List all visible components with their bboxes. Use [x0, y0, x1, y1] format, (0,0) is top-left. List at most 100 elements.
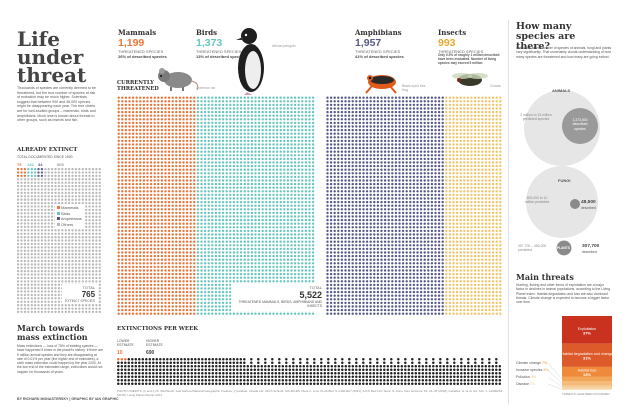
threatened-dot	[365, 208, 369, 211]
threatened-dot	[243, 175, 246, 179]
threatened-dot	[182, 251, 185, 254]
threatened-dot	[340, 308, 344, 312]
threatened-dot	[189, 193, 192, 197]
threatened-dot	[232, 272, 236, 276]
threatened-dot	[290, 168, 293, 171]
threatened-dot	[340, 186, 344, 189]
threatened-dot	[221, 287, 225, 290]
threatened-dot	[329, 280, 333, 283]
threatened-dot	[373, 265, 376, 269]
threatened-dot	[290, 218, 293, 222]
threatened-dot	[355, 200, 358, 204]
threatened-dot	[365, 262, 369, 265]
threatened-dot	[340, 222, 344, 225]
threatened-dot	[387, 161, 390, 164]
threatened-dot	[272, 236, 275, 240]
threatened-dot	[340, 283, 344, 287]
threatened-dot	[164, 125, 167, 128]
threatened-dot	[412, 298, 416, 301]
threatened-dot	[376, 208, 380, 211]
threatened-dot	[160, 96, 164, 99]
threatened-dot	[265, 208, 268, 211]
threatened-dot	[358, 218, 362, 222]
threatened-dot	[272, 107, 275, 110]
threatened-dot	[391, 100, 394, 103]
threatened-dot	[167, 301, 171, 305]
threatened-dot	[185, 157, 189, 161]
threatened-dot	[383, 132, 387, 135]
threatened-dot	[340, 218, 344, 222]
threatened-dot	[128, 190, 131, 193]
intro-text: Thousands of species are currently deeme…	[17, 86, 96, 123]
threatened-dot	[326, 305, 329, 308]
threatened-dot	[182, 211, 185, 215]
threatened-dot	[387, 226, 390, 229]
threatened-dot	[419, 182, 423, 186]
group-mammals: Mammals 1,199 THREATENED SPECIES 26% of …	[118, 28, 218, 59]
threatened-dot	[157, 186, 160, 189]
threatened-dot	[239, 258, 243, 261]
threatened-dot	[139, 128, 142, 132]
threatened-dot	[347, 186, 351, 189]
threatened-dot	[387, 298, 390, 301]
threatened-dot	[265, 172, 268, 175]
threatened-dot	[286, 125, 290, 128]
threatened-dot	[247, 269, 250, 272]
threatened-dot	[416, 168, 419, 171]
threatened-dot	[391, 200, 394, 204]
threatened-dot	[167, 118, 171, 121]
threatened-dot	[383, 290, 387, 294]
threatened-dot	[189, 258, 192, 261]
threatened-dot	[149, 96, 153, 99]
threatened-dot	[135, 236, 138, 240]
threatened-dot	[239, 161, 243, 164]
threatened-dot	[409, 125, 412, 128]
threatened-dot	[283, 272, 286, 276]
threatened-dot	[304, 161, 308, 164]
threatened-dot	[333, 107, 336, 110]
threatened-dot	[355, 247, 358, 251]
threatened-dot	[398, 265, 401, 269]
threatened-dot	[297, 118, 300, 121]
threatened-dot	[153, 240, 156, 243]
threatened-dot	[225, 283, 228, 287]
threatened-dot	[185, 305, 189, 308]
threatened-dot	[221, 164, 225, 168]
threatened-dot	[383, 200, 387, 204]
threatened-dot	[365, 251, 369, 254]
threatened-dot	[225, 305, 228, 308]
threatened-dot	[128, 125, 131, 128]
threatened-dot	[257, 226, 261, 229]
threatened-dot	[380, 215, 383, 218]
threatened-dot	[373, 215, 376, 218]
threatened-dot	[261, 143, 264, 146]
threatened-dot	[261, 226, 264, 229]
threatened-dot	[304, 208, 308, 211]
threatened-dot	[369, 280, 372, 283]
threatened-dot	[347, 197, 351, 200]
threatened-dot	[142, 222, 146, 225]
threatened-dot	[394, 143, 398, 146]
threatened-dot	[207, 262, 210, 265]
threatened-dot	[124, 236, 128, 240]
threatened-dot	[189, 146, 192, 150]
threatened-dot	[193, 305, 196, 308]
threatened-dot	[185, 222, 189, 225]
threatened-dot	[308, 262, 311, 265]
threatened-dot	[124, 258, 128, 261]
threatened-dot	[232, 254, 236, 258]
threatened-dot	[257, 139, 261, 143]
threatened-dot	[290, 179, 293, 182]
threatened-dot	[171, 283, 174, 287]
threatened-dot	[311, 168, 315, 171]
threatened-dot	[387, 301, 390, 305]
threatened-dot	[157, 262, 160, 265]
threatened-dot	[355, 164, 358, 168]
threatened-dot	[268, 190, 272, 193]
threatened-dot	[153, 186, 156, 189]
threatened-dot	[394, 103, 398, 107]
threatened-dot	[193, 110, 196, 114]
threatened-dot	[153, 276, 156, 279]
threatened-dot	[383, 182, 387, 186]
threatened-dot	[326, 280, 329, 283]
